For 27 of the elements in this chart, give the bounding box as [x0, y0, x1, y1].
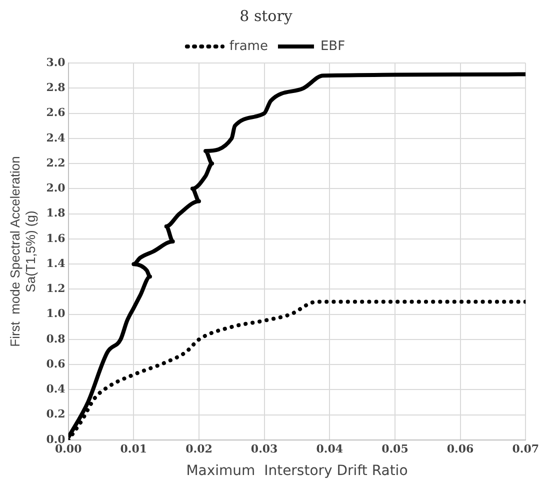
y-tick-label: 2.6 [46, 106, 66, 120]
y-tick-label: 2.0 [46, 182, 66, 195]
x-tick-label: 0.04 [316, 442, 344, 456]
x-axis-title: Maximum Interstory Drift Ratio [186, 463, 408, 480]
chart-title: 8 story [240, 6, 293, 25]
x-tick-label: 0.05 [382, 442, 408, 456]
x-tick-label: 0.06 [446, 442, 474, 456]
y-tick-label: 1.4 [46, 256, 66, 270]
y-tick-label: 1.8 [46, 206, 66, 220]
x-tick-label: 0.07 [512, 442, 540, 456]
y-tick-label: 0.4 [46, 382, 66, 396]
y-tick-label: 2.2 [46, 156, 66, 170]
x-tick-label: 0.02 [186, 442, 212, 456]
x-tick-label: 0.03 [250, 442, 278, 456]
y-tick-label: 1.6 [46, 232, 66, 245]
y-tick-label: 2.8 [46, 80, 66, 94]
y-tick-label: 0.8 [46, 332, 66, 346]
y-tick-label: 2.4 [46, 131, 66, 144]
y-tick-label: 0.6 [46, 357, 66, 370]
x-tick-label: 0.01 [120, 442, 148, 456]
y-tick-label: 1.0 [46, 307, 66, 320]
legend-label: EBF [320, 38, 346, 54]
y-axis-title: First mode Spectral Acceleration Sa(T1,5%) (g) [7, 156, 38, 347]
legend-label: frame [229, 38, 268, 54]
y-tick-label: 1.2 [46, 282, 66, 296]
y-tick-label: 3.0 [46, 56, 66, 69]
y-tick-label: 0.2 [46, 408, 66, 421]
